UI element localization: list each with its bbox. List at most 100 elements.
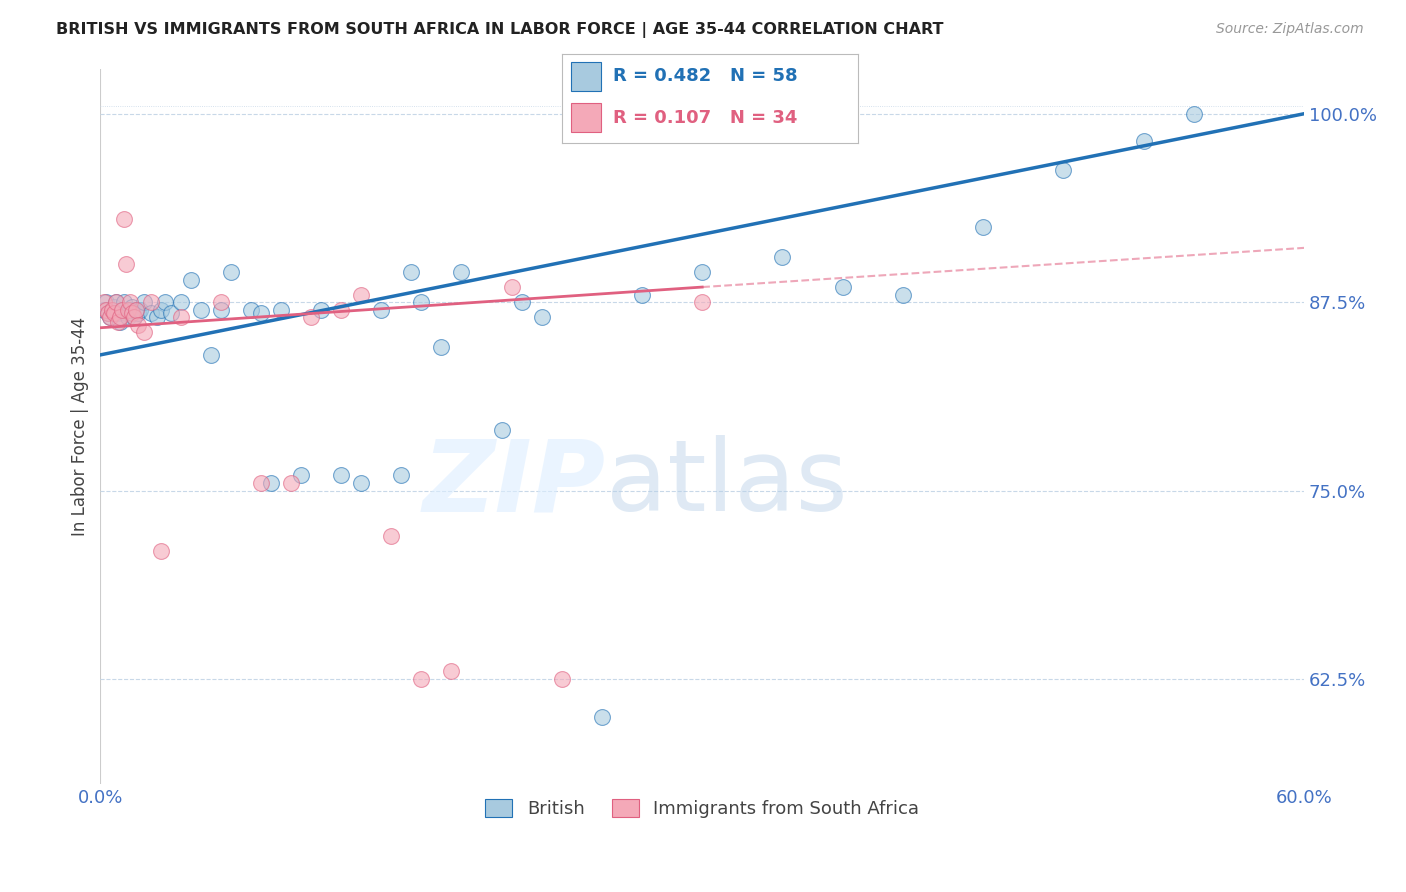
Point (280, 475, 302, 490)
Point (690, 265, 713, 279)
Point (169, 295, 191, 310)
Point (330, 468, 353, 483)
Text: atlas: atlas (606, 435, 848, 533)
Point (250, 475, 273, 490)
Point (530, 310, 553, 325)
Point (1052, 162, 1074, 177)
Point (100, 310, 122, 325)
Legend: British, Immigrants from South Africa: British, Immigrants from South Africa (478, 792, 927, 825)
Point (101, 302, 124, 317)
Point (127, 306, 149, 320)
Point (260, 475, 283, 490)
Point (250, 306, 273, 320)
Point (127, 318, 149, 332)
Point (772, 250, 794, 264)
Point (93, 302, 115, 317)
Point (380, 529, 402, 543)
Text: R = 0.107   N = 34: R = 0.107 N = 34 (613, 109, 797, 127)
Point (105, 295, 128, 310)
Point (190, 302, 212, 317)
Point (330, 302, 353, 317)
Point (117, 302, 139, 317)
Point (631, 287, 654, 301)
Point (219, 265, 242, 279)
Point (972, 219, 994, 234)
Text: ZIP: ZIP (423, 435, 606, 533)
Point (491, 423, 513, 437)
Point (209, 302, 232, 317)
Point (551, 672, 574, 686)
Point (370, 302, 392, 317)
Point (690, 295, 713, 310)
Point (139, 295, 162, 310)
Point (430, 340, 453, 354)
Point (149, 302, 172, 317)
Point (299, 310, 322, 325)
Point (1132, 134, 1154, 148)
Point (149, 544, 172, 558)
Point (103, 306, 125, 320)
Point (97, 306, 120, 320)
Point (350, 287, 373, 301)
Point (111, 302, 134, 317)
Point (103, 300, 125, 314)
Point (125, 302, 148, 317)
Point (891, 287, 914, 301)
Point (831, 280, 853, 294)
Point (93, 295, 115, 310)
Point (159, 306, 181, 320)
Point (100, 310, 122, 325)
Point (110, 310, 132, 325)
Point (121, 306, 143, 320)
Point (96, 302, 118, 317)
Point (200, 348, 222, 362)
Point (115, 306, 138, 320)
Point (120, 295, 142, 310)
Point (350, 475, 373, 490)
Point (153, 295, 176, 310)
Point (96, 295, 118, 310)
Point (112, 295, 135, 310)
Text: R = 0.482   N = 58: R = 0.482 N = 58 (613, 67, 797, 85)
Point (129, 302, 152, 317)
Point (591, 709, 613, 723)
Point (209, 295, 232, 310)
Point (169, 310, 191, 325)
Y-axis label: In Labor Force | Age 35-44: In Labor Force | Age 35-44 (72, 317, 89, 536)
Point (401, 265, 423, 279)
Point (124, 310, 146, 325)
Point (510, 295, 533, 310)
Point (111, 302, 134, 317)
Point (450, 265, 472, 279)
Point (107, 306, 129, 320)
Point (105, 295, 128, 310)
Point (115, 257, 138, 271)
Point (290, 468, 312, 483)
Point (145, 310, 167, 325)
Point (117, 310, 139, 325)
Point (120, 302, 142, 317)
Bar (571, 62, 600, 91)
Text: Source: ZipAtlas.com: Source: ZipAtlas.com (1216, 22, 1364, 37)
Point (1182, 107, 1205, 121)
Point (121, 300, 143, 314)
Point (110, 315, 132, 329)
Point (411, 295, 433, 310)
Point (134, 295, 156, 310)
Point (270, 302, 292, 317)
Point (440, 665, 463, 679)
Bar (571, 103, 600, 132)
Point (309, 302, 332, 317)
Point (124, 310, 146, 325)
Text: BRITISH VS IMMIGRANTS FROM SOUTH AFRICA IN LABOR FORCE | AGE 35-44 CORRELATION C: BRITISH VS IMMIGRANTS FROM SOUTH AFRICA … (56, 22, 943, 38)
Point (180, 272, 202, 286)
Point (125, 302, 148, 317)
Point (112, 212, 135, 227)
Point (107, 315, 129, 329)
Point (239, 302, 262, 317)
Point (411, 672, 433, 686)
Point (139, 306, 162, 320)
Point (389, 468, 412, 483)
Point (101, 302, 124, 317)
Point (134, 326, 156, 340)
